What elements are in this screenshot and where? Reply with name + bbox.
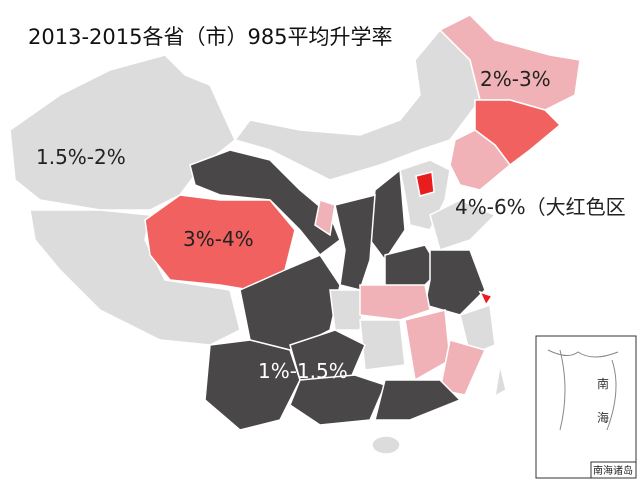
inset-coast xyxy=(547,349,619,431)
province xyxy=(374,379,462,421)
region-label: 4%-6%（大红色区 xyxy=(455,195,626,219)
province xyxy=(189,149,341,257)
inset-title-box xyxy=(590,461,637,479)
inset-title: 南海诸岛 xyxy=(593,464,633,477)
province xyxy=(369,168,406,262)
province xyxy=(415,171,435,197)
province xyxy=(459,303,496,357)
inset-sea-label: 南 xyxy=(597,376,609,391)
region-label: 2%-3% xyxy=(480,67,551,91)
province xyxy=(439,339,487,396)
province xyxy=(359,284,431,321)
region-label: 1%-1.5% xyxy=(258,359,348,383)
province xyxy=(289,329,366,381)
province xyxy=(438,14,581,111)
inset-sea-label: 海 xyxy=(597,410,609,425)
province xyxy=(359,319,406,371)
province xyxy=(449,129,512,191)
region-label: 1.5%-2% xyxy=(36,145,126,169)
map-title: 2013-2015各省（市）985平均升学率 xyxy=(28,25,393,49)
province xyxy=(429,199,497,251)
province xyxy=(289,374,387,426)
province xyxy=(371,435,401,455)
province xyxy=(204,339,301,431)
province xyxy=(494,364,507,398)
province xyxy=(424,249,486,316)
province xyxy=(233,28,481,181)
region-label: 3%-4% xyxy=(183,227,254,251)
province xyxy=(29,209,241,346)
province xyxy=(334,194,376,291)
province xyxy=(478,290,494,307)
province xyxy=(329,289,366,331)
inset-frame xyxy=(535,335,637,479)
regions xyxy=(9,14,581,455)
province xyxy=(404,309,451,382)
province xyxy=(314,199,336,237)
